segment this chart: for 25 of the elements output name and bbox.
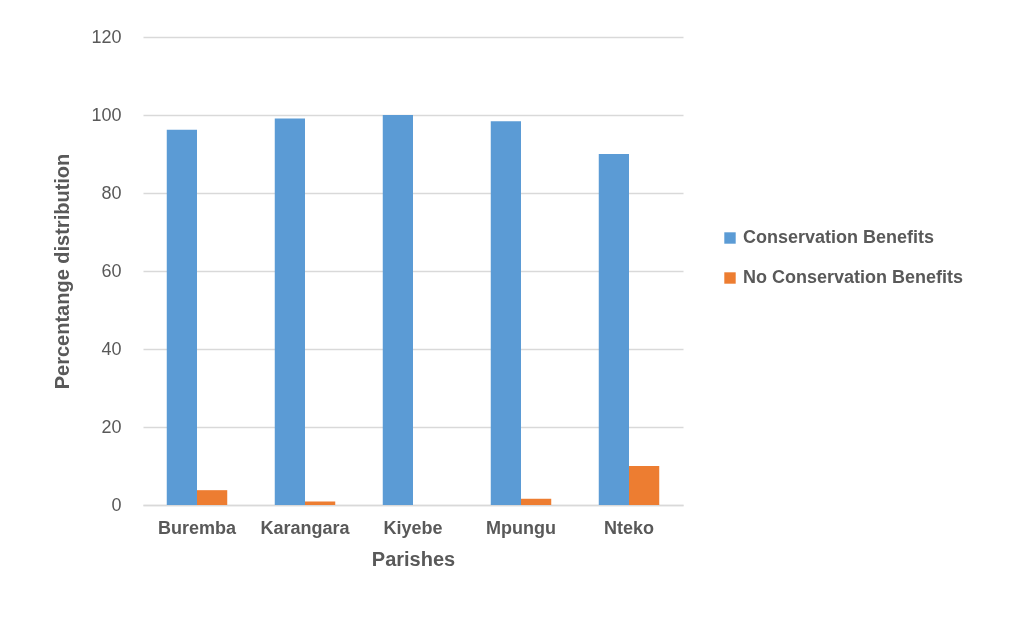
- legend-label: No Conservation Benefits: [743, 267, 964, 287]
- bar: [274, 118, 305, 505]
- legend-label: Conservation Benefits: [743, 227, 935, 247]
- y-axis-title: Percentange distribution: [51, 153, 74, 390]
- x-axis-title: Parishes: [371, 547, 456, 570]
- bar: [166, 129, 197, 505]
- y-tick-label: 120: [91, 26, 122, 47]
- x-tick-label: Nteko: [603, 517, 655, 538]
- y-tick-label: 20: [101, 416, 122, 437]
- y-tick-label: 60: [101, 260, 122, 281]
- bar: [521, 498, 552, 505]
- bar: [382, 115, 413, 505]
- y-tick-label: 40: [101, 338, 122, 359]
- x-tick-label: Karangara: [260, 517, 351, 538]
- y-tick-label: 100: [91, 104, 122, 125]
- x-tick-label: Mpungu: [486, 517, 556, 538]
- y-tick-label: 80: [101, 182, 122, 203]
- x-tick-label: Buremba: [157, 517, 237, 538]
- bar: [490, 121, 521, 505]
- x-tick-label: Kiyebe: [383, 517, 443, 538]
- bar: [197, 490, 228, 505]
- bar: [629, 466, 660, 505]
- y-tick-label: 0: [111, 494, 122, 515]
- bar: [598, 154, 629, 505]
- bar: [305, 501, 336, 505]
